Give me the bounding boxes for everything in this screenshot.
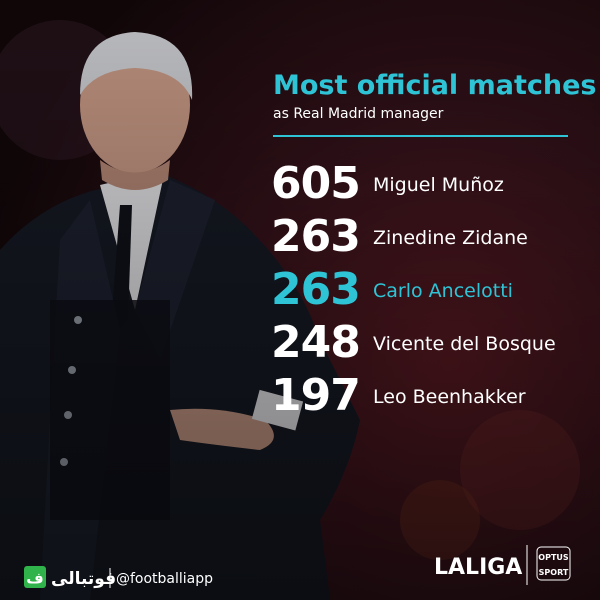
manager-name: Leo Beenhakker	[373, 386, 526, 408]
match-count: 263	[271, 264, 360, 315]
partner-top: OPTUS	[538, 553, 569, 562]
match-count: 248	[271, 317, 360, 368]
manager-name: Zinedine Zidane	[373, 227, 528, 249]
brand-name: فوتبالی	[51, 569, 116, 589]
ranking-list: 605 Miguel Muñoz 263 Zinedine Zidane 263 Carl…	[271, 158, 556, 421]
league-logo: LALIGA	[434, 555, 522, 580]
match-count: 605	[271, 158, 360, 209]
manager-name: Carlo Ancelotti	[373, 280, 513, 302]
partner-bottom: SPORT	[539, 568, 569, 577]
subtitle: as Real Madrid manager	[273, 106, 444, 122]
manager-name: Miguel Muñoz	[373, 174, 504, 196]
partner-badge	[536, 546, 571, 581]
manager-name: Vicente del Bosque	[373, 333, 556, 355]
title: Most official matches	[273, 70, 596, 101]
app-icon-letter: ف	[26, 569, 43, 587]
app-icon	[24, 566, 46, 588]
match-count: 197	[271, 370, 360, 421]
handle: @footballiapp	[116, 571, 213, 587]
match-count: 263	[271, 211, 360, 262]
footer: ف فوتبالی @footballiapp LALIGA OPTUS SPO…	[24, 545, 571, 589]
